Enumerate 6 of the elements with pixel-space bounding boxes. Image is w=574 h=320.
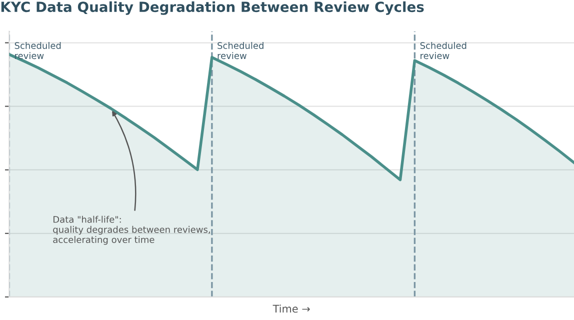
annotation: Scheduled review	[420, 42, 466, 60]
annotation: Scheduled review	[14, 42, 61, 60]
chart-title: KYC Data Quality Degradation Between Review Cycles	[1, 1, 424, 15]
annotation: Scheduled review	[218, 42, 264, 60]
x-axis-title: Time →	[272, 304, 310, 313]
annotation: Data "half-life": quality degrades between reviews, accelerating over time	[53, 216, 210, 245]
